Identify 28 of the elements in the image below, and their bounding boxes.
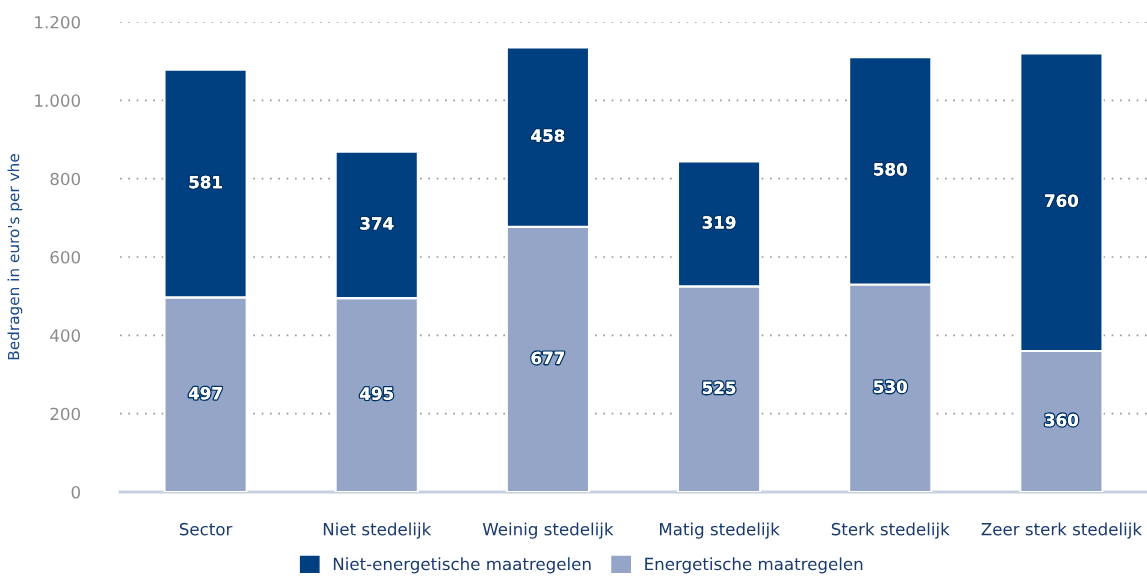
y-tick-label: 600 [50, 250, 80, 264]
x-tick-label: Niet stedelijk [323, 522, 432, 539]
x-tick-label: Zeer sterk stedelijk [981, 522, 1142, 539]
y-tick-label: 0 [71, 485, 80, 499]
y-tick-label: 1.000 [35, 94, 80, 107]
y-tick-label: 1.200 [35, 15, 80, 29]
x-tick-label: Weinig stedelijk [482, 522, 614, 539]
data-label: 497 [188, 386, 222, 400]
legend-label: Energetische maatregelen [645, 557, 863, 574]
data-label: 458 [531, 129, 565, 142]
data-label: 530 [874, 380, 907, 394]
data-label: 525 [702, 381, 736, 395]
y-tick-label: 200 [50, 407, 80, 421]
data-label: 760 [1045, 194, 1079, 207]
data-label: 581 [189, 175, 222, 189]
data-label: 677 [531, 351, 564, 365]
x-tick-label: Sterk stedelijk [831, 522, 950, 539]
data-label: 360 [1045, 413, 1079, 427]
x-tick-label: Matig stedelijk [659, 522, 780, 539]
data-label: 580 [874, 163, 907, 176]
data-label: 495 [360, 387, 393, 400]
y-tick-label: 400 [50, 329, 80, 342]
legend-label: Niet-energetische maatregelen [333, 557, 591, 574]
y-axis-title: Bedragen in euro's per vhe [7, 154, 23, 360]
data-label: 319 [702, 216, 736, 229]
x-tick-label: Sector [179, 522, 233, 536]
data-label: 374 [360, 217, 394, 230]
y-tick-label: 800 [50, 172, 80, 186]
